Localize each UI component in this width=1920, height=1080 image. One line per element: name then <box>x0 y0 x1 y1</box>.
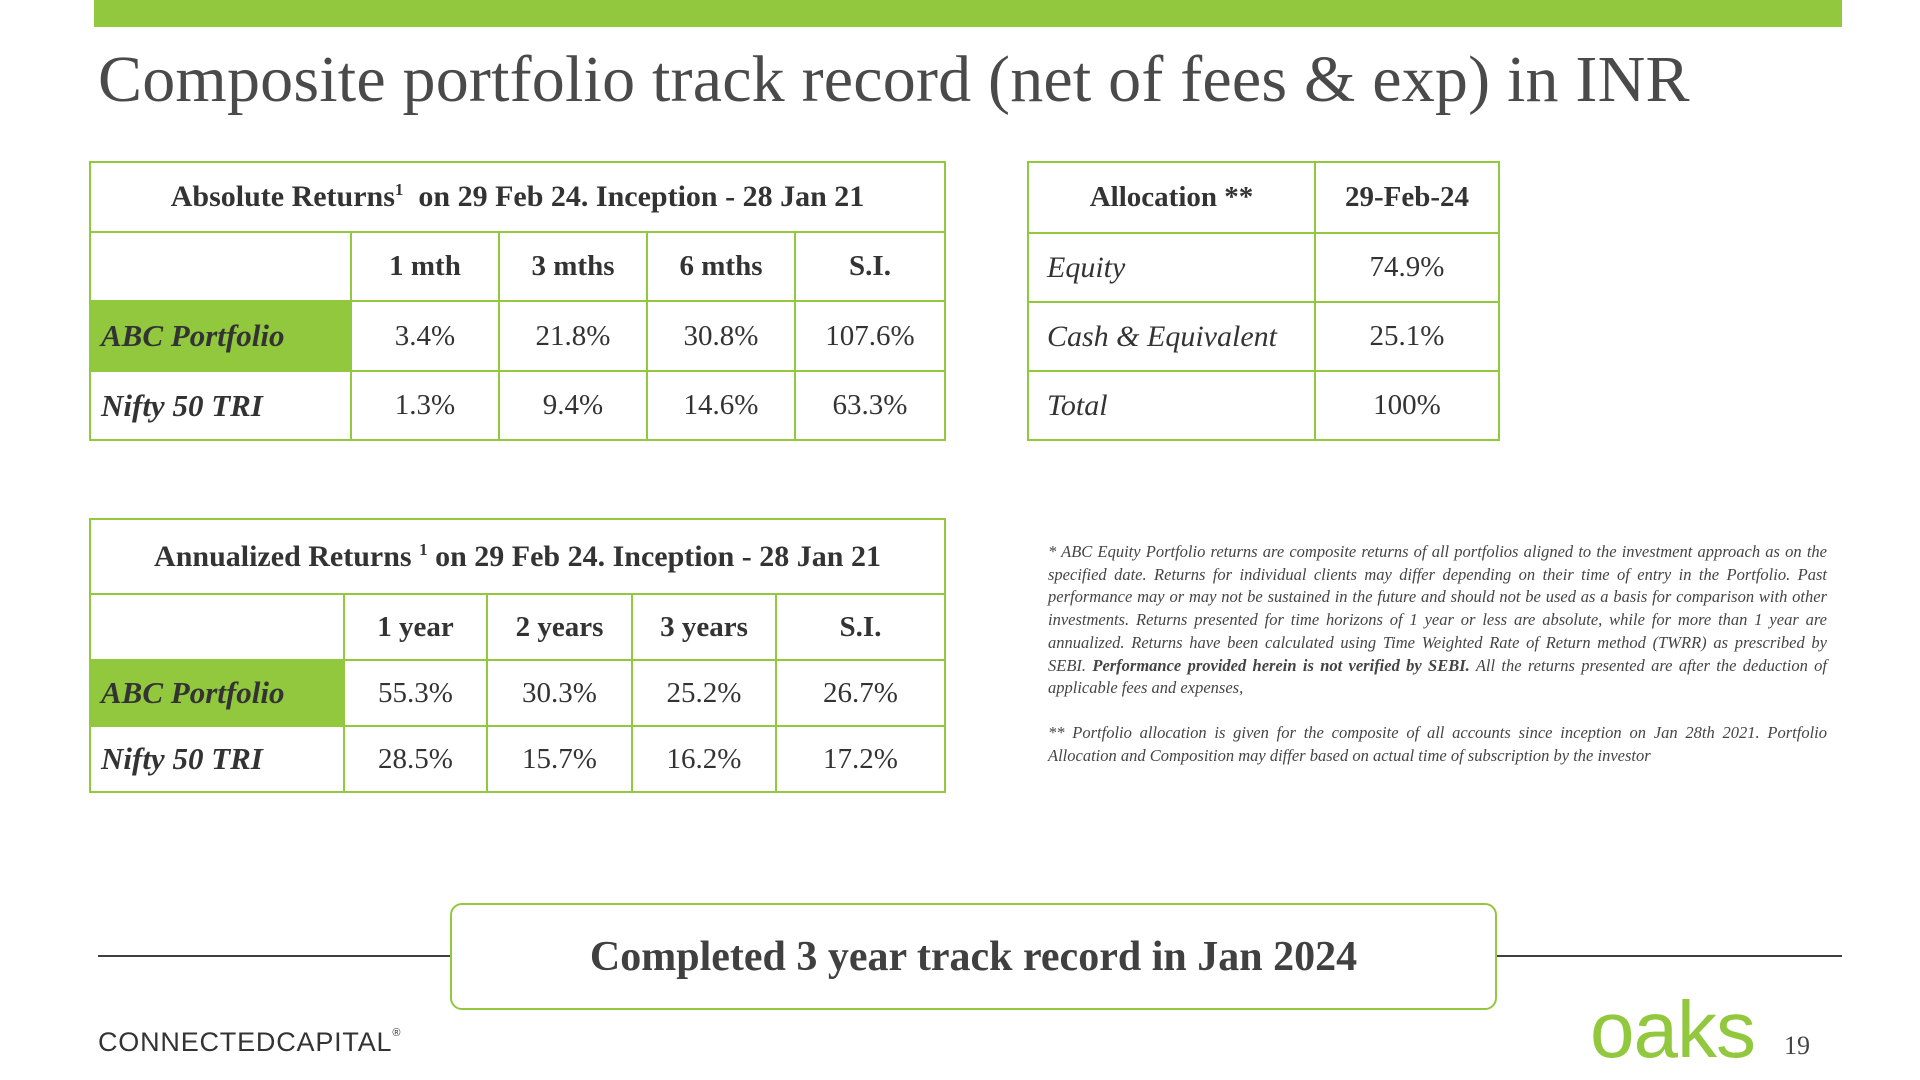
column-header: 3 mths <box>498 231 648 302</box>
table-cell: 9.4% <box>498 370 648 441</box>
page-title: Composite portfolio track record (net of… <box>98 43 1690 116</box>
divider-right <box>1497 955 1842 957</box>
table-cell: 28.5% <box>343 725 488 793</box>
table-cell: 21.8% <box>498 300 648 372</box>
table-cell: 17.2% <box>774 725 947 793</box>
row-label-nifty-50-tri: Nifty 50 TRI <box>89 370 352 441</box>
table-cell: 25.1% <box>1314 301 1500 372</box>
table-cell: 15.7% <box>486 725 633 793</box>
allocation-label-total: Total <box>1027 370 1316 441</box>
table-cell: 25.2% <box>631 659 777 727</box>
table-cell: 26.7% <box>774 659 947 727</box>
annualized-returns-table: Annualized Returns 1 on 29 Feb 24. Incep… <box>88 518 947 793</box>
column-header: 6 mths <box>646 231 796 302</box>
table-cell: 74.9% <box>1314 232 1500 303</box>
row-label-nifty-50-tri: Nifty 50 TRI <box>89 725 345 793</box>
disclaimer-notes: * ABC Equity Portfolio returns are compo… <box>1048 541 1827 767</box>
table-cell: 63.3% <box>793 370 947 441</box>
column-header: 1 mth <box>350 231 500 302</box>
table-cell: 14.6% <box>646 370 796 441</box>
column-header: 3 years <box>631 593 777 661</box>
row-label-abc-portfolio: ABC Portfolio <box>89 659 345 727</box>
track-record-callout: Completed 3 year track record in Jan 202… <box>450 903 1497 1010</box>
table-cell: 30.3% <box>486 659 633 727</box>
top-accent-bar <box>94 0 1842 27</box>
column-header: 2 years <box>486 593 633 661</box>
column-header: S.I. <box>793 231 947 302</box>
table-row: Nifty 50 TRI 28.5% 15.7% 16.2% 17.2% <box>89 725 947 793</box>
oaks-logo: oaks <box>1590 985 1756 1074</box>
disclaimer-note-returns: * ABC Equity Portfolio returns are compo… <box>1048 542 1828 698</box>
column-header: S.I. <box>774 593 947 661</box>
annualized-returns-header: Annualized Returns 1 on 29 Feb 24. Incep… <box>88 518 947 595</box>
table-row: Total 100% <box>1027 370 1500 441</box>
connected-capital-logo: CONNECTEDCAPITAL® <box>98 1027 402 1057</box>
allocation-table: Allocation ** 29-Feb-24 Equity 74.9% Cas… <box>1027 161 1500 441</box>
divider-left <box>98 955 450 957</box>
table-row: ABC Portfolio 3.4% 21.8% 30.8% 107.6% <box>89 300 947 372</box>
empty-corner-cell <box>89 231 352 302</box>
table-cell: 16.2% <box>631 725 777 793</box>
table-cell: 1.3% <box>350 370 500 441</box>
table-row: Equity 74.9% <box>1027 232 1500 303</box>
page-number: 19 <box>1784 1031 1810 1060</box>
empty-corner-cell <box>89 593 345 661</box>
allocation-label-cash: Cash & Equivalent <box>1027 301 1316 372</box>
absolute-returns-header: Absolute Returns1 on 29 Feb 24. Inceptio… <box>88 161 947 233</box>
column-header: 1 year <box>343 593 488 661</box>
absolute-returns-table: Absolute Returns1 on 29 Feb 24. Inceptio… <box>88 161 947 441</box>
table-row: Nifty 50 TRI 1.3% 9.4% 14.6% 63.3% <box>89 370 947 441</box>
allocation-header: Allocation ** <box>1027 161 1316 234</box>
row-label-abc-portfolio: ABC Portfolio <box>89 300 352 372</box>
table-row: ABC Portfolio 55.3% 30.3% 25.2% 26.7% <box>89 659 947 727</box>
table-cell: 107.6% <box>793 300 947 372</box>
table-cell: 30.8% <box>646 300 796 372</box>
table-row: Cash & Equivalent 25.1% <box>1027 301 1500 372</box>
table-cell: 100% <box>1314 370 1500 441</box>
table-cell: 3.4% <box>350 300 500 372</box>
allocation-date-header: 29-Feb-24 <box>1314 161 1500 234</box>
disclaimer-note-allocation: ** Portfolio allocation is given for the… <box>1048 722 1827 765</box>
allocation-label-equity: Equity <box>1027 232 1316 303</box>
table-cell: 55.3% <box>343 659 488 727</box>
